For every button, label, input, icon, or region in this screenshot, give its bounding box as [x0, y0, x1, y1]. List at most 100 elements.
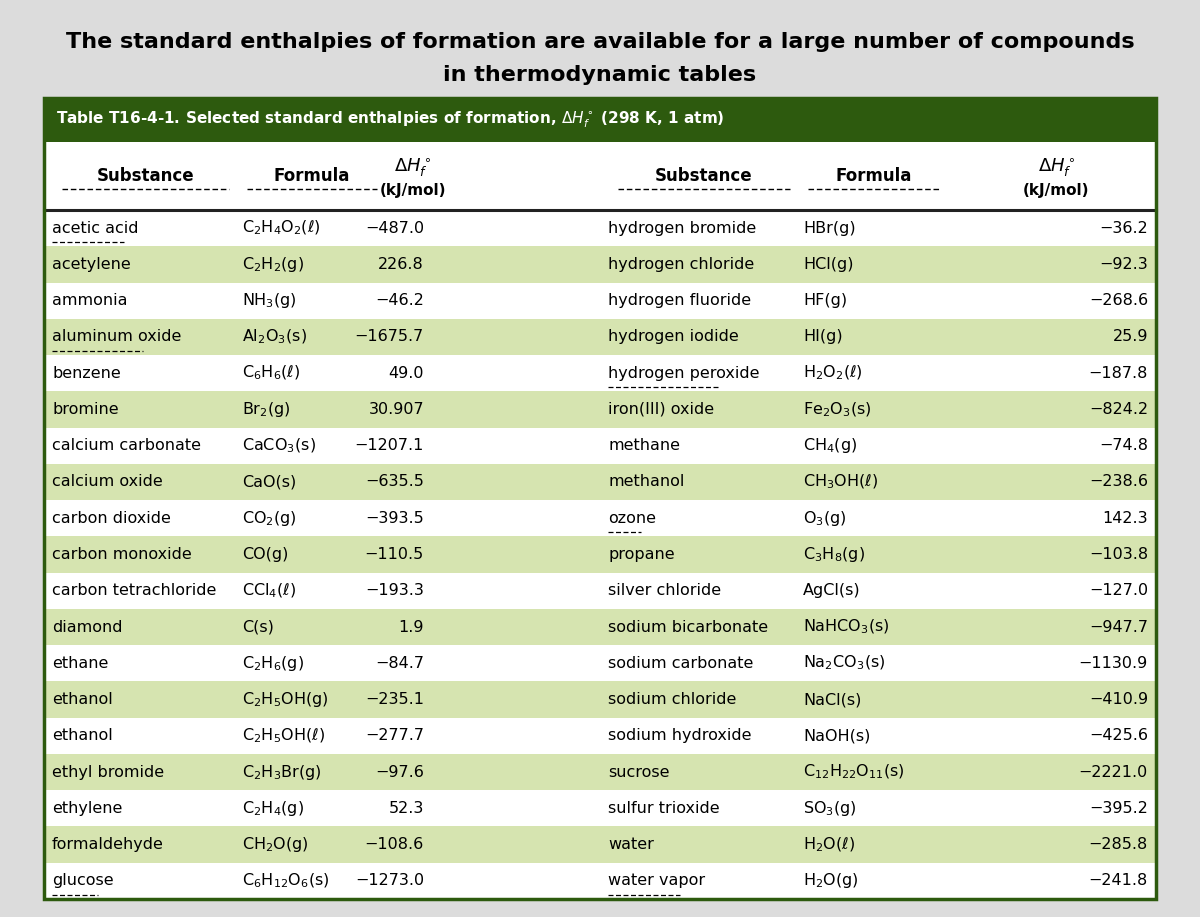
Text: $\Delta H^\circ_f$: $\Delta H^\circ_f$	[1038, 157, 1075, 179]
Text: 52.3: 52.3	[389, 801, 424, 816]
Text: H$_2$O($\ell$): H$_2$O($\ell$)	[803, 835, 856, 854]
Text: −277.7: −277.7	[365, 728, 424, 744]
Bar	[44, 98, 1156, 142]
Text: (kJ/mol): (kJ/mol)	[1024, 182, 1090, 197]
Text: −487.0: −487.0	[365, 221, 424, 236]
Text: HCl(g): HCl(g)	[803, 257, 853, 272]
Text: ozone: ozone	[608, 511, 656, 525]
Text: hydrogen fluoride: hydrogen fluoride	[608, 293, 751, 308]
Text: C$_2$H$_3$Br(g): C$_2$H$_3$Br(g)	[242, 763, 322, 781]
Text: O$_3$(g): O$_3$(g)	[803, 509, 847, 528]
Bar	[44, 98, 1156, 899]
Bar	[44, 500, 1156, 536]
Text: hydrogen peroxide: hydrogen peroxide	[608, 366, 760, 381]
Text: −46.2: −46.2	[376, 293, 424, 308]
Text: (kJ/mol): (kJ/mol)	[379, 182, 446, 197]
Text: Substance: Substance	[97, 167, 194, 185]
Text: 49.0: 49.0	[389, 366, 424, 381]
Bar	[44, 427, 1156, 464]
Text: sodium hydroxide: sodium hydroxide	[608, 728, 751, 744]
Text: Substance: Substance	[655, 167, 752, 185]
Text: NaHCO$_3$(s): NaHCO$_3$(s)	[803, 618, 889, 636]
Text: diamond: diamond	[52, 620, 122, 635]
Text: calcium oxide: calcium oxide	[52, 474, 163, 490]
Bar	[44, 681, 1156, 718]
Bar	[44, 282, 1156, 319]
Bar	[44, 319, 1156, 355]
Text: C$_6$H$_{12}$O$_6$(s): C$_6$H$_{12}$O$_6$(s)	[242, 872, 330, 890]
Text: −187.8: −187.8	[1088, 366, 1148, 381]
Text: HF(g): HF(g)	[803, 293, 847, 308]
Text: $\Delta H^\circ_f$: $\Delta H^\circ_f$	[395, 157, 432, 179]
Bar	[44, 718, 1156, 754]
Text: sodium carbonate: sodium carbonate	[608, 656, 754, 671]
Bar	[44, 142, 1156, 210]
Text: Table T16-4-1. Selected standard enthalpies of formation, $\Delta H^\circ_f$ (29: Table T16-4-1. Selected standard enthalp…	[56, 110, 725, 130]
Text: CO(g): CO(g)	[242, 547, 288, 562]
Text: ethane: ethane	[52, 656, 108, 671]
Text: −36.2: −36.2	[1099, 221, 1148, 236]
Text: −410.9: −410.9	[1088, 692, 1148, 707]
Text: H$_2$O$_2$($\ell$): H$_2$O$_2$($\ell$)	[803, 364, 863, 382]
Text: CaCO$_3$(s): CaCO$_3$(s)	[242, 436, 316, 455]
Text: −238.6: −238.6	[1090, 474, 1148, 490]
Text: 226.8: 226.8	[378, 257, 424, 272]
Bar	[44, 464, 1156, 500]
Text: ethyl bromide: ethyl bromide	[52, 765, 164, 779]
Text: Formula: Formula	[274, 167, 350, 185]
Text: methane: methane	[608, 438, 680, 453]
Text: NaCl(s): NaCl(s)	[803, 692, 862, 707]
Text: Fe$_2$O$_3$(s): Fe$_2$O$_3$(s)	[803, 400, 871, 419]
Text: C$_2$H$_5$OH(g): C$_2$H$_5$OH(g)	[242, 691, 329, 709]
Text: water: water	[608, 837, 654, 852]
Text: methanol: methanol	[608, 474, 684, 490]
Text: water vapor: water vapor	[608, 873, 706, 889]
Text: iron(III) oxide: iron(III) oxide	[608, 402, 714, 417]
Text: −824.2: −824.2	[1088, 402, 1148, 417]
Text: −1207.1: −1207.1	[355, 438, 424, 453]
Text: −1130.9: −1130.9	[1079, 656, 1148, 671]
Text: −425.6: −425.6	[1090, 728, 1148, 744]
Text: CaO(s): CaO(s)	[242, 474, 296, 490]
Text: ethanol: ethanol	[52, 728, 113, 744]
Text: −241.8: −241.8	[1088, 873, 1148, 889]
Text: hydrogen bromide: hydrogen bromide	[608, 221, 756, 236]
Text: propane: propane	[608, 547, 674, 562]
Text: The standard enthalpies of formation are available for a large number of compoun: The standard enthalpies of formation are…	[66, 32, 1134, 52]
Text: C$_2$H$_5$OH($\ell$): C$_2$H$_5$OH($\ell$)	[242, 726, 325, 745]
Text: silver chloride: silver chloride	[608, 583, 721, 598]
Text: −393.5: −393.5	[365, 511, 424, 525]
Bar	[44, 247, 1156, 282]
Text: hydrogen chloride: hydrogen chloride	[608, 257, 755, 272]
Text: −1675.7: −1675.7	[355, 329, 424, 345]
Text: −92.3: −92.3	[1099, 257, 1148, 272]
Text: −127.0: −127.0	[1088, 583, 1148, 598]
Text: C$_{12}$H$_{22}$O$_{11}$(s): C$_{12}$H$_{22}$O$_{11}$(s)	[803, 763, 905, 781]
Bar	[44, 754, 1156, 790]
Text: −193.3: −193.3	[365, 583, 424, 598]
Text: HBr(g): HBr(g)	[803, 221, 856, 236]
Text: 25.9: 25.9	[1112, 329, 1148, 345]
Bar	[44, 790, 1156, 826]
Text: −285.8: −285.8	[1088, 837, 1148, 852]
Text: C$_2$H$_6$(g): C$_2$H$_6$(g)	[242, 654, 304, 673]
Text: −84.7: −84.7	[374, 656, 424, 671]
Text: Na$_2$CO$_3$(s): Na$_2$CO$_3$(s)	[803, 654, 886, 672]
Text: C(s): C(s)	[242, 620, 274, 635]
Text: 30.907: 30.907	[368, 402, 424, 417]
Text: CCl$_4$($\ell$): CCl$_4$($\ell$)	[242, 581, 296, 600]
Text: Br$_2$(g): Br$_2$(g)	[242, 400, 290, 419]
Text: C$_6$H$_6$($\ell$): C$_6$H$_6$($\ell$)	[242, 364, 300, 382]
Bar	[44, 826, 1156, 863]
Text: Al$_2$O$_3$(s): Al$_2$O$_3$(s)	[242, 327, 307, 346]
Text: −635.5: −635.5	[365, 474, 424, 490]
Text: −947.7: −947.7	[1090, 620, 1148, 635]
Text: CH$_3$OH($\ell$): CH$_3$OH($\ell$)	[803, 473, 878, 492]
Text: sodium bicarbonate: sodium bicarbonate	[608, 620, 768, 635]
Text: calcium carbonate: calcium carbonate	[52, 438, 202, 453]
Text: −110.5: −110.5	[365, 547, 424, 562]
Bar	[44, 609, 1156, 646]
Bar	[44, 646, 1156, 681]
Text: ethylene: ethylene	[52, 801, 122, 816]
Text: sulfur trioxide: sulfur trioxide	[608, 801, 720, 816]
